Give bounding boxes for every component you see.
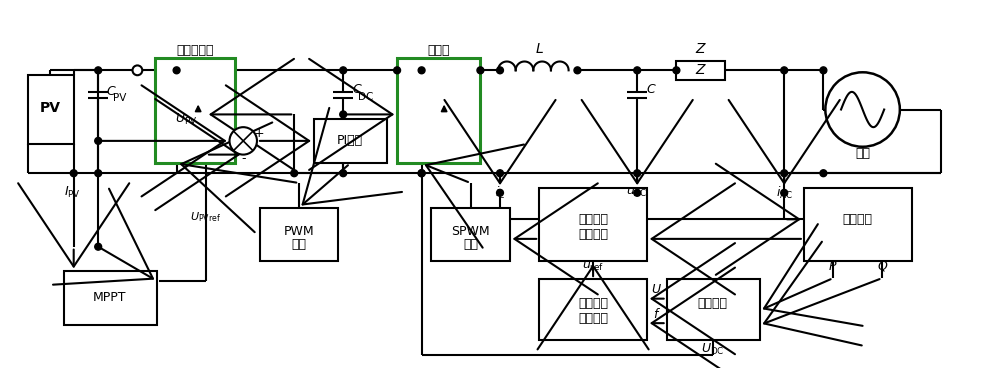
Text: PWM: PWM	[284, 224, 314, 237]
Text: $i_{\rm L}$: $i_{\rm L}$	[495, 185, 505, 201]
Text: 升压变换器: 升压变换器	[176, 44, 214, 57]
Circle shape	[497, 170, 503, 177]
Text: SPWM: SPWM	[451, 224, 490, 237]
Text: 逆变桥: 逆变桥	[427, 44, 450, 57]
Circle shape	[477, 67, 484, 74]
Circle shape	[340, 67, 347, 74]
Text: 功率计算: 功率计算	[843, 213, 873, 226]
Text: $U_{\rm DC}$: $U_{\rm DC}$	[701, 342, 724, 357]
Bar	[539, 188, 647, 261]
Text: MPPT: MPPT	[93, 291, 127, 304]
Circle shape	[497, 67, 503, 74]
Text: $u_{\rm AC}$: $u_{\rm AC}$	[626, 186, 648, 199]
Text: 信号产生: 信号产生	[578, 312, 608, 325]
Bar	[539, 279, 647, 340]
Bar	[431, 208, 510, 261]
Bar	[260, 208, 338, 261]
Circle shape	[497, 190, 503, 196]
Text: $f$: $f$	[653, 307, 661, 321]
Text: PV: PV	[40, 100, 61, 114]
Circle shape	[173, 67, 180, 74]
Bar	[804, 188, 912, 261]
Circle shape	[95, 67, 102, 74]
Circle shape	[781, 170, 788, 177]
Text: $I_{\rm PV}$: $I_{\rm PV}$	[64, 185, 81, 200]
Circle shape	[95, 138, 102, 144]
Text: PI调节: PI调节	[337, 134, 363, 147]
Text: $L$: $L$	[535, 42, 544, 56]
Bar	[397, 57, 480, 163]
Circle shape	[132, 66, 142, 75]
Text: $U_{\rm PV}$: $U_{\rm PV}$	[175, 112, 198, 127]
Circle shape	[634, 170, 641, 177]
Circle shape	[634, 67, 641, 74]
Circle shape	[95, 170, 102, 177]
Circle shape	[418, 170, 425, 177]
Text: $C$: $C$	[106, 85, 116, 98]
Text: $i_{\rm AC}$: $i_{\rm AC}$	[776, 185, 793, 201]
Circle shape	[340, 111, 347, 118]
Circle shape	[418, 67, 425, 74]
Text: $C$: $C$	[352, 84, 362, 96]
Text: 参考正弦: 参考正弦	[578, 297, 608, 310]
Circle shape	[820, 67, 827, 74]
Circle shape	[634, 190, 641, 196]
Text: 电网: 电网	[855, 147, 870, 160]
Text: $U$: $U$	[651, 283, 662, 296]
Text: $P$: $P$	[828, 260, 838, 273]
Circle shape	[340, 170, 347, 177]
Text: PV: PV	[113, 93, 126, 103]
Text: 双环控制: 双环控制	[578, 229, 608, 241]
Circle shape	[394, 67, 401, 74]
Bar	[28, 75, 74, 144]
Text: $Q$: $Q$	[877, 259, 888, 273]
Text: -: -	[241, 152, 245, 165]
Bar	[155, 57, 235, 163]
Circle shape	[781, 67, 788, 74]
Text: +: +	[254, 127, 264, 139]
Text: 调制: 调制	[463, 238, 478, 251]
Circle shape	[95, 243, 102, 250]
Bar	[314, 119, 387, 163]
Circle shape	[781, 190, 788, 196]
Text: DC: DC	[358, 92, 373, 102]
Bar	[676, 60, 725, 80]
Text: $Z$: $Z$	[695, 63, 707, 77]
Circle shape	[291, 170, 298, 177]
Circle shape	[574, 67, 581, 74]
Bar	[667, 279, 760, 340]
Circle shape	[673, 67, 680, 74]
Text: $Z$: $Z$	[695, 42, 707, 56]
Circle shape	[418, 170, 425, 177]
Text: $C$: $C$	[646, 84, 656, 96]
Circle shape	[230, 127, 257, 155]
Text: 调制: 调制	[292, 238, 307, 251]
Circle shape	[825, 72, 900, 147]
Text: $U_{\rm PVref}$: $U_{\rm PVref}$	[190, 210, 222, 224]
Circle shape	[70, 170, 77, 177]
Text: 下垂控制: 下垂控制	[698, 297, 728, 310]
Bar	[64, 271, 157, 325]
Text: $u_{\rm ref}$: $u_{\rm ref}$	[582, 260, 604, 273]
Circle shape	[820, 170, 827, 177]
Text: 电压电流: 电压电流	[578, 213, 608, 226]
